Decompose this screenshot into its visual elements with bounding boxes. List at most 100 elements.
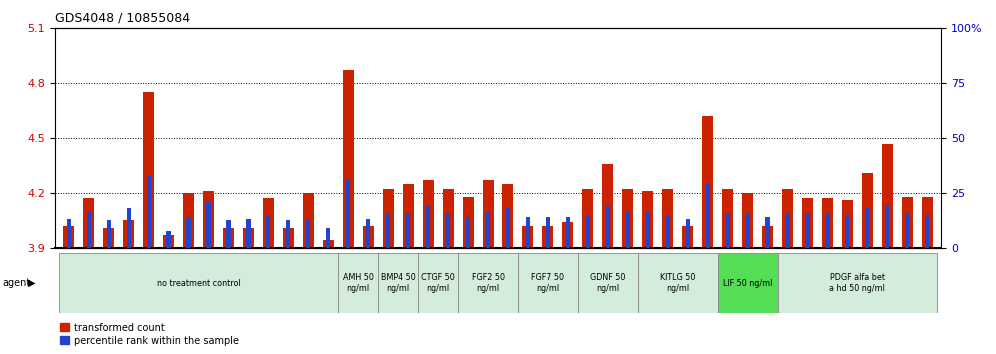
Bar	[925, 215, 929, 248]
Text: GDS4048 / 10855084: GDS4048 / 10855084	[55, 12, 190, 25]
Bar	[546, 217, 550, 248]
Bar	[466, 217, 470, 248]
Bar	[124, 220, 134, 248]
Bar	[786, 213, 790, 248]
Bar	[386, 213, 390, 248]
Bar	[685, 218, 690, 248]
Bar	[782, 189, 793, 248]
Bar	[885, 206, 889, 248]
Bar	[363, 226, 374, 248]
Bar	[603, 164, 614, 248]
Bar	[266, 215, 271, 248]
Text: FGF2 50
ng/ml: FGF2 50 ng/ml	[471, 274, 505, 293]
Bar	[901, 196, 912, 248]
Bar	[625, 211, 629, 248]
Text: GDNF 50
ng/ml: GDNF 50 ng/ml	[590, 274, 625, 293]
Bar	[458, 253, 518, 313]
Bar	[246, 218, 251, 248]
Bar	[822, 198, 833, 248]
Bar	[762, 226, 773, 248]
Bar	[881, 143, 892, 248]
Bar	[583, 189, 594, 248]
Bar	[59, 253, 339, 313]
Bar	[84, 198, 95, 248]
Bar	[327, 228, 331, 248]
Bar	[104, 228, 115, 248]
Bar	[802, 198, 813, 248]
Bar	[806, 213, 810, 248]
Bar	[717, 253, 778, 313]
Text: AMH 50
ng/ml: AMH 50 ng/ml	[343, 274, 374, 293]
Text: KITLG 50
ng/ml: KITLG 50 ng/ml	[660, 274, 695, 293]
Bar	[367, 218, 371, 248]
Bar	[462, 196, 473, 248]
Bar	[745, 213, 750, 248]
Bar	[126, 207, 130, 248]
Bar	[486, 211, 490, 248]
Bar	[622, 189, 633, 248]
Bar	[87, 211, 91, 248]
Bar	[523, 226, 534, 248]
Bar	[826, 213, 830, 248]
Bar	[563, 222, 574, 248]
Bar	[406, 213, 410, 248]
Text: CTGF 50
ng/ml: CTGF 50 ng/ml	[421, 274, 455, 293]
Bar	[226, 220, 230, 248]
Bar	[482, 180, 493, 248]
Bar	[866, 207, 870, 248]
Bar	[662, 189, 673, 248]
Bar	[67, 218, 71, 248]
Bar	[283, 228, 294, 248]
Bar	[921, 196, 932, 248]
Bar	[343, 70, 354, 248]
Bar	[705, 184, 710, 248]
Bar	[186, 217, 190, 248]
Bar	[446, 213, 450, 248]
Bar	[306, 218, 311, 248]
Bar	[702, 116, 713, 248]
Text: PDGF alfa bet
a hd 50 ng/ml: PDGF alfa bet a hd 50 ng/ml	[830, 274, 885, 293]
Bar	[163, 235, 174, 248]
Bar	[64, 226, 75, 248]
Bar	[402, 184, 413, 248]
Bar	[146, 175, 150, 248]
Bar	[243, 228, 254, 248]
Legend: transformed count, percentile rank within the sample: transformed count, percentile rank withi…	[60, 323, 239, 346]
Bar	[722, 189, 733, 248]
Bar	[286, 220, 291, 248]
Bar	[223, 228, 234, 248]
Bar	[263, 198, 274, 248]
Text: BMP4 50
ng/ml: BMP4 50 ng/ml	[380, 274, 415, 293]
Bar	[566, 217, 570, 248]
Bar	[846, 215, 850, 248]
Bar	[426, 206, 430, 248]
Bar	[642, 191, 653, 248]
Bar	[905, 213, 909, 248]
Bar	[382, 189, 393, 248]
Bar	[203, 191, 214, 248]
Bar	[742, 193, 753, 248]
Bar	[578, 253, 637, 313]
Text: agent: agent	[2, 278, 30, 288]
Bar	[766, 217, 770, 248]
Bar	[323, 240, 334, 248]
Bar	[418, 253, 458, 313]
Text: LIF 50 ng/ml: LIF 50 ng/ml	[723, 279, 772, 288]
Bar	[206, 202, 210, 248]
Bar	[107, 220, 111, 248]
Bar	[637, 253, 717, 313]
Bar	[645, 211, 649, 248]
Bar	[606, 206, 610, 248]
Bar	[862, 173, 872, 248]
Bar	[347, 180, 351, 248]
Bar	[143, 92, 154, 248]
Bar	[303, 193, 314, 248]
Bar	[586, 215, 590, 248]
Text: FGF7 50
ng/ml: FGF7 50 ng/ml	[532, 274, 565, 293]
Bar	[183, 193, 194, 248]
Bar	[518, 253, 578, 313]
Bar	[506, 207, 510, 248]
Text: no treatment control: no treatment control	[156, 279, 240, 288]
Bar	[665, 215, 669, 248]
Bar	[422, 180, 433, 248]
